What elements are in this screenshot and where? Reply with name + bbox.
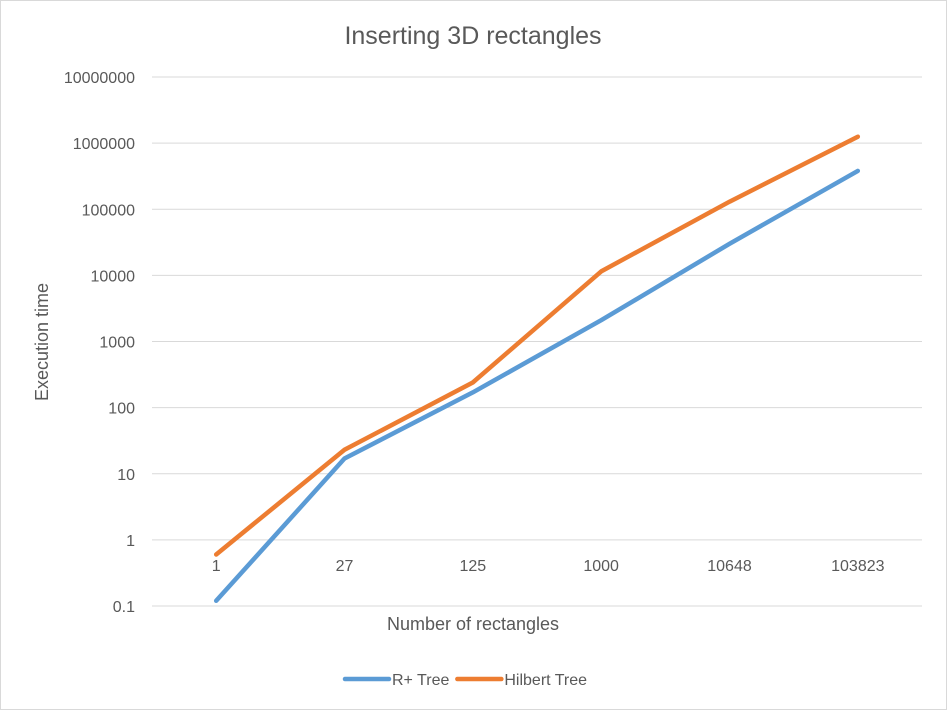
y-tick-label: 10 — [117, 467, 135, 484]
y-axis-ticks: 10000000 1000000 100000 10000 1000 100 10 1 0.1 — [64, 70, 135, 616]
y-tick-label: 0.1 — [113, 599, 135, 616]
legend-label: R+ Tree — [392, 672, 449, 689]
gridlines — [152, 76, 922, 607]
x-tick-label: 1000 — [583, 558, 619, 575]
legend-item-hilbert-tree[interactable]: Hilbert Tree — [455, 672, 587, 689]
x-tick-label: 1 — [212, 558, 221, 575]
y-tick-label: 10000 — [91, 268, 136, 285]
y-tick-label: 100000 — [82, 202, 135, 219]
x-axis-ticks: 1 27 125 1000 10648 103823 — [212, 558, 885, 575]
x-tick-label: 10648 — [707, 558, 752, 575]
y-axis-title: Execution time — [32, 283, 52, 401]
chart-title: Inserting 3D rectangles — [344, 22, 601, 50]
y-tick-label: 1000000 — [73, 136, 135, 153]
y-tick-label: 100 — [108, 401, 135, 418]
series-line-hilbert-tree — [213, 134, 861, 557]
y-tick-label: 10000000 — [64, 70, 135, 87]
x-tick-label: 27 — [336, 558, 354, 575]
x-axis-title: Number of rectangles — [387, 614, 559, 634]
series-line-r-tree — [213, 168, 861, 604]
x-tick-label: 103823 — [831, 558, 884, 575]
y-tick-label: 1 — [126, 533, 135, 550]
y-tick-label: 1000 — [99, 335, 135, 352]
series-lines — [213, 134, 861, 604]
legend-item-r-tree[interactable]: R+ Tree — [342, 672, 449, 689]
x-tick-label: 125 — [459, 558, 486, 575]
legend[interactable]: R+ Tree Hilbert Tree — [342, 672, 587, 689]
legend-label: Hilbert Tree — [504, 672, 587, 689]
